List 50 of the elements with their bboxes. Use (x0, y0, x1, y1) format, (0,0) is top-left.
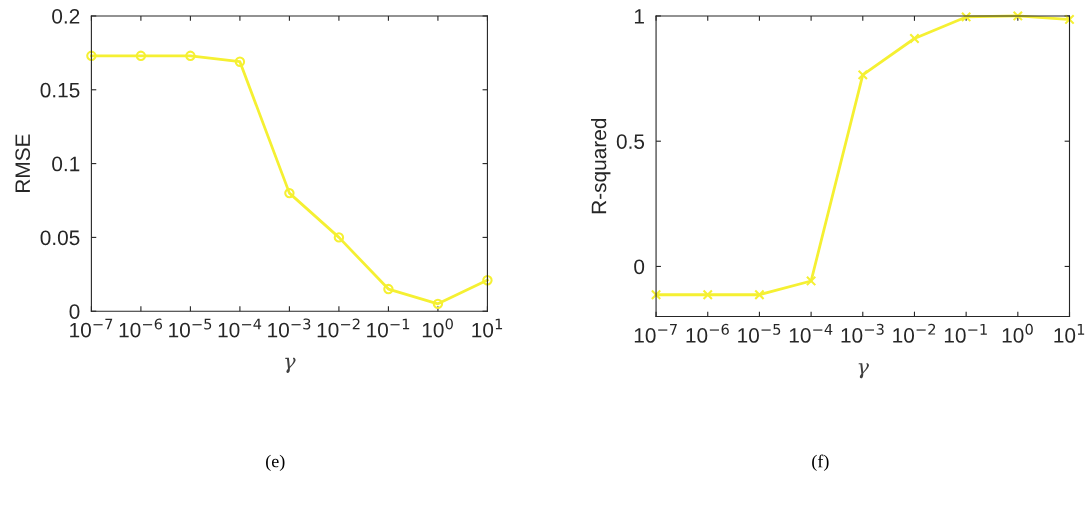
y-axis-title: RMSE (15, 134, 31, 192)
point (857, 69, 868, 81)
x-axis-title: γ (285, 357, 296, 373)
x-tick-label: 10$^{−7}$ (70, 318, 113, 338)
text: (e) (266, 454, 285, 472)
y-tick-label: 0 (69, 304, 80, 319)
x-tick-label: 10$^{−7}$ (634, 324, 677, 343)
x-tick-label: 10$^{−2}$ (893, 323, 936, 343)
y-tick-label: 0.5 (616, 134, 645, 149)
point (702, 289, 713, 300)
point (234, 56, 246, 67)
point (1012, 10, 1024, 22)
point (1064, 14, 1075, 25)
x-tick-label: 10$^{−5}$ (169, 318, 212, 338)
point (284, 187, 295, 199)
x-tick-label: 10$^{−4}$ (789, 324, 833, 343)
point (135, 50, 147, 62)
text: (f) (812, 454, 829, 472)
point (383, 283, 394, 295)
y-tick-label: 0.1 (52, 156, 80, 172)
point (650, 289, 662, 300)
y-tick-label: 0.2 (52, 8, 80, 24)
x-tick-label: 10$^{0}$ (1002, 323, 1033, 343)
x-tick-label: 10$^{−3}$ (841, 323, 884, 343)
y-tick-label: 0 (634, 259, 645, 275)
y-axis-title: R-squared (591, 118, 611, 214)
point (909, 33, 920, 44)
x-tick-label: 10$^{−1}$ (367, 318, 410, 338)
point (86, 50, 97, 62)
x-tick-label: 10$^{−4}$ (218, 318, 262, 338)
x-tick-label: 10$^{1}$ (1054, 324, 1085, 343)
point (185, 50, 196, 62)
x-tick-label: 10$^{−5}$ (738, 324, 781, 343)
y-tick-label: 0.15 (40, 82, 80, 98)
x-tick-label: 10$^{−6}$ (119, 318, 163, 338)
y-tick-label: 0.05 (40, 230, 80, 246)
x-tick-label: 10$^{−6}$ (686, 323, 729, 343)
x-tick-label: 10$^{−3}$ (268, 318, 311, 338)
y-tick-label: 1 (634, 9, 644, 24)
x-tick-label: 10$^{0}$ (422, 318, 453, 338)
point (432, 298, 444, 310)
x-axis-title: γ (858, 363, 869, 379)
x-tick-label: 10$^{−2}$ (317, 318, 360, 338)
x-tick-label: 10$^{1}$ (472, 318, 503, 338)
point (333, 232, 345, 243)
point (482, 275, 493, 286)
point (754, 289, 765, 300)
x-tick-label: 10$^{−1}$ (944, 324, 987, 343)
point (960, 11, 972, 23)
point (805, 275, 817, 287)
